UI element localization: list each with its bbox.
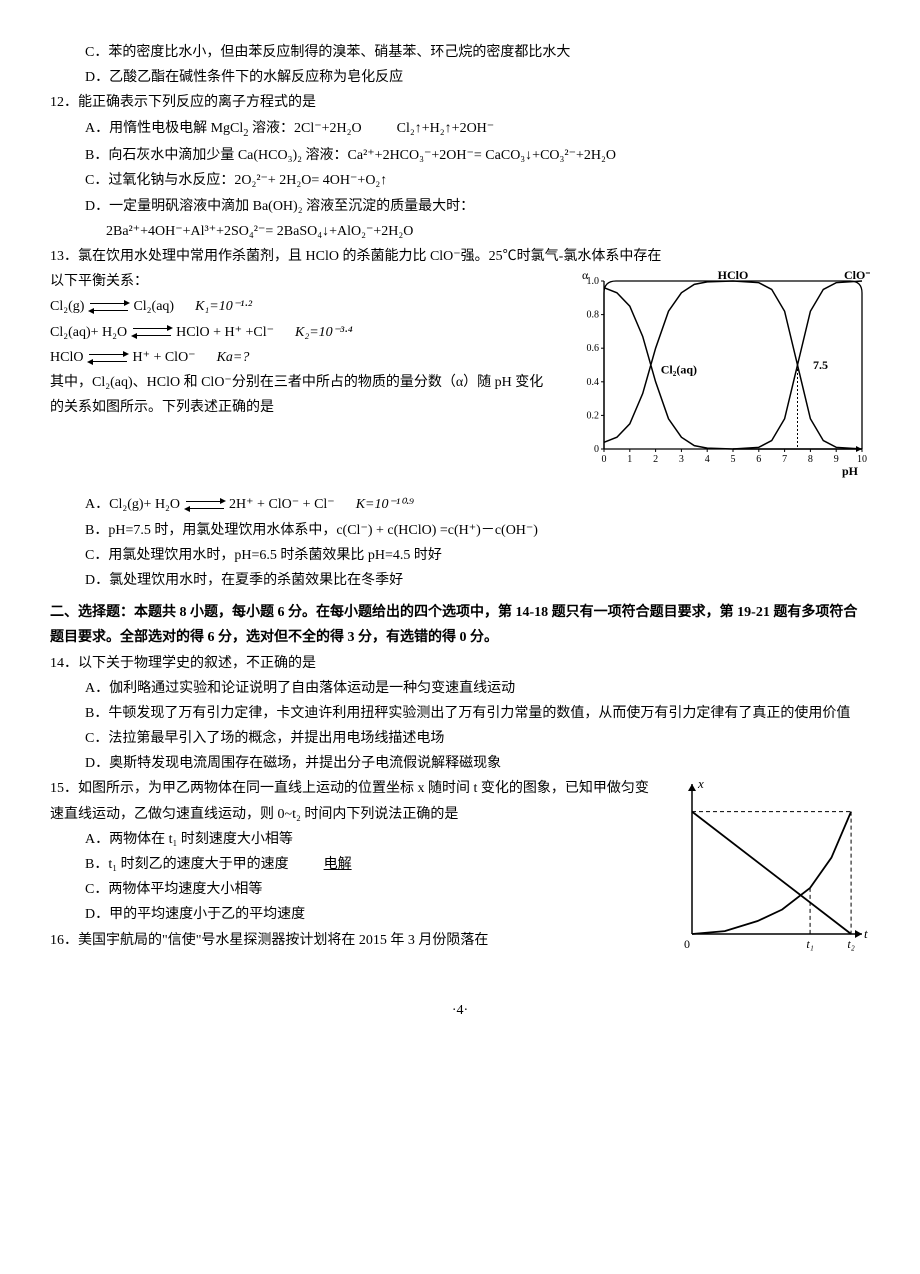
svg-text:3: 3 bbox=[679, 454, 684, 465]
equilibrium-arrow-icon bbox=[184, 499, 226, 511]
equilibrium-arrow-icon bbox=[131, 326, 173, 338]
q12-option-b: B．向石灰水中滴加少量 Ca(HCO₃)₂ 溶液：Ca²⁺+2HCO₃⁻+2OH… bbox=[85, 143, 870, 168]
q13-a-k: K=10⁻¹⁰·⁹ bbox=[356, 497, 414, 512]
svg-text:0.2: 0.2 bbox=[587, 411, 600, 422]
q13-eq1-k: K₁=10⁻¹·² bbox=[195, 299, 252, 314]
svg-text:7.5: 7.5 bbox=[813, 358, 828, 372]
q15-b-pre: B．t₁ 时刻乙的速度大于甲的速度 bbox=[85, 857, 289, 872]
equilibrium-arrow-icon bbox=[87, 352, 129, 364]
q14-option-a: A．伽利略通过实验和论证说明了自由落体运动是一种匀变速直线运动 bbox=[85, 676, 870, 701]
q13-a-l: A．Cl₂(g)+ H₂O bbox=[85, 497, 180, 512]
q13-option-a: A．Cl₂(g)+ H₂O 2H⁺ + ClO⁻ + Cl⁻ K=10⁻¹⁰·⁹ bbox=[85, 492, 870, 517]
q13-eq1-l: Cl₂(g) bbox=[50, 299, 84, 314]
svg-text:Cl₂(aq): Cl₂(aq) bbox=[661, 363, 697, 377]
page-number: ·4· bbox=[50, 998, 870, 1023]
q13-eq1-r: Cl₂(aq) bbox=[133, 299, 174, 314]
svg-text:1.0: 1.0 bbox=[587, 276, 600, 287]
q12-a-pre: A．用惰性电极电解 MgCl bbox=[85, 121, 243, 136]
q14-option-c: C．法拉第最早引入了场的概念，并提出用电场线描述电场 bbox=[85, 726, 870, 751]
svg-text:4: 4 bbox=[705, 454, 710, 465]
q11-option-c: C．苯的密度比水小，但由苯反应制得的溴苯、硝基苯、环己烷的密度都比水大 bbox=[85, 40, 870, 65]
q13-option-d: D．氯处理饮用水时，在夏季的杀菌效果比在冬季好 bbox=[85, 568, 870, 593]
alpha-ph-chart-svg: 0 0.2 0.4 0.6 0.8 1.0 0 1 2 3 4 5 6 7 8 9 10pH α HClO Cl₂(a… bbox=[570, 269, 870, 479]
xt-chart: t x 0 t₁ t₂ bbox=[670, 776, 870, 965]
svg-text:1: 1 bbox=[627, 454, 632, 465]
svg-text:0.6: 0.6 bbox=[587, 343, 600, 354]
svg-text:10: 10 bbox=[857, 454, 867, 465]
q13-eq2: Cl₂(aq)+ H₂O HClO + H⁺ +Cl⁻ K₂=10⁻³·⁴ bbox=[50, 320, 550, 345]
q12-stem: 12．能正确表示下列反应的离子方程式的是 bbox=[50, 90, 870, 115]
q12-a-post: 溶液：2Cl⁻+2H₂O bbox=[249, 121, 362, 136]
q13-eq2-r: HClO + H⁺ +Cl⁻ bbox=[176, 325, 274, 340]
alpha-ph-chart: 0 0.2 0.4 0.6 0.8 1.0 0 1 2 3 4 5 6 7 8 9 10pH α HClO Cl₂(a… bbox=[570, 269, 870, 488]
svg-text:0: 0 bbox=[684, 937, 690, 951]
q12-a-rhs: Cl₂↑+H₂↑+2OH⁻ bbox=[397, 121, 495, 136]
svg-text:8: 8 bbox=[808, 454, 813, 465]
q13-eq3: HClO H⁺ + ClO⁻ Ka=? bbox=[50, 345, 550, 370]
svg-text:t₁: t₁ bbox=[806, 937, 814, 951]
equilibrium-arrow-icon bbox=[88, 301, 130, 313]
section-2-heading: 二、选择题：本题共 8 小题，每小题 6 分。在每小题给出的四个选项中，第 14… bbox=[50, 600, 870, 650]
xt-chart-svg: t x 0 t₁ t₂ bbox=[670, 776, 870, 956]
q13-eq3-l: HClO bbox=[50, 350, 83, 365]
svg-text:7: 7 bbox=[782, 454, 787, 465]
q13-stem-b: 以下平衡关系： bbox=[50, 269, 550, 294]
q12-a-gap bbox=[362, 121, 397, 136]
q13-eq3-r: H⁺ + ClO⁻ bbox=[132, 350, 195, 365]
svg-text:5: 5 bbox=[731, 454, 736, 465]
q13-stem-a: 13．氯在饮用水处理中常用作杀菌剂，且 HClO 的杀菌能力比 ClO⁻强。25… bbox=[50, 244, 870, 269]
q14-option-d: D．奥斯特发现电流周围存在磁场，并提出分子电流假说解释磁现象 bbox=[85, 751, 870, 776]
q13-eq3-k: Ka=? bbox=[217, 350, 250, 365]
svg-text:0: 0 bbox=[602, 454, 607, 465]
svg-text:t₂: t₂ bbox=[847, 937, 855, 951]
svg-text:6: 6 bbox=[756, 454, 761, 465]
q12-option-a: A．用惰性电极电解 MgCl2 溶液：2Cl⁻+2H₂O Cl₂↑+H₂↑+2O… bbox=[85, 116, 870, 144]
svg-text:pH: pH bbox=[842, 464, 859, 478]
svg-text:ClO⁻: ClO⁻ bbox=[844, 269, 870, 282]
svg-text:0.8: 0.8 bbox=[587, 310, 600, 321]
q12-option-d1: D．一定量明矾溶液中滴加 Ba(OH)₂ 溶液至沉淀的质量最大时： bbox=[85, 194, 870, 219]
svg-text:0.4: 0.4 bbox=[587, 377, 600, 388]
svg-text:2: 2 bbox=[653, 454, 658, 465]
q13-mid: 其中，Cl₂(aq)、HClO 和 ClO⁻分别在三者中所占的物质的量分数（α）… bbox=[50, 370, 550, 420]
q13-a-r: 2H⁺ + ClO⁻ + Cl⁻ bbox=[229, 497, 335, 512]
q12-option-c: C．过氧化钠与水反应：2O₂²⁻+ 2H₂O= 4OH⁻+O₂↑ bbox=[85, 168, 870, 193]
q14-stem: 14．以下关于物理学史的叙述，不正确的是 bbox=[50, 651, 870, 676]
svg-text:9: 9 bbox=[834, 454, 839, 465]
svg-text:HClO: HClO bbox=[718, 269, 749, 282]
q13-option-b: B．pH=7.5 时，用氯处理饮用水体系中，c(Cl⁻) + c(HClO) =… bbox=[85, 518, 870, 543]
q13-eq2-l: Cl₂(aq)+ H₂O bbox=[50, 325, 127, 340]
svg-text:x: x bbox=[697, 776, 704, 791]
q13-eq2-k: K₂=10⁻³·⁴ bbox=[295, 325, 353, 340]
svg-text:0: 0 bbox=[594, 444, 599, 455]
q13-option-c: C．用氯处理饮用水时，pH=6.5 时杀菌效果比 pH=4.5 时好 bbox=[85, 543, 870, 568]
q14-option-b: B．牛顿发现了万有引力定律，卡文迪许利用扭秤实验测出了万有引力常量的数值，从而使… bbox=[85, 701, 870, 726]
electrolysis-label: 电解 bbox=[324, 857, 352, 872]
svg-text:t: t bbox=[864, 926, 868, 941]
q13-eq1: Cl₂(g) Cl₂(aq) K₁=10⁻¹·² bbox=[50, 294, 550, 319]
svg-text:α: α bbox=[582, 269, 589, 282]
q11-option-d: D．乙酸乙酯在碱性条件下的水解反应称为皂化反应 bbox=[85, 65, 870, 90]
q12-option-d2: 2Ba²⁺+4OH⁻+Al³⁺+2SO₄²⁻= 2BaSO₄↓+AlO₂⁻+2H… bbox=[106, 219, 870, 244]
